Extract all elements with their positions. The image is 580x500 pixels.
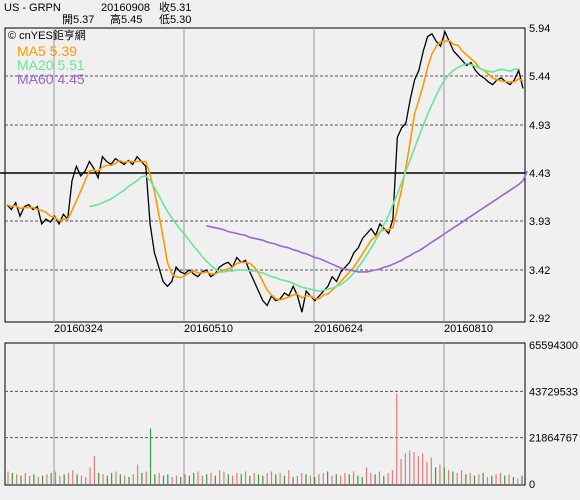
volume-y-tick-label: 21864767 [529, 433, 578, 445]
volume-panel [4, 342, 526, 486]
price-x-tick-label: 20160324 [54, 323, 103, 335]
price-y-tick-label: 4.43 [529, 168, 550, 180]
header-open: 開5.37 [62, 14, 95, 26]
header-close: 收5.31 [159, 2, 192, 14]
volume-y-tick-label: 0 [529, 479, 535, 491]
legend-ma5: MA5 5.39 [17, 43, 77, 59]
brand-label: © cnYES鉅亨網 [8, 28, 86, 42]
price-x-tick-label: 20160624 [314, 323, 363, 335]
series-line-ma20 [89, 62, 519, 292]
volume-y-axis: 65594300 43729533 21864767 0 [529, 340, 578, 491]
price-gridlines [0, 28, 525, 322]
price-x-axis: 20160324 20160510 20160624 20160810 [54, 323, 493, 335]
price-y-tick-label: 3.93 [529, 216, 550, 228]
price-y-tick-label: 4.93 [529, 120, 550, 132]
legend-ma60: MA60 4.45 [17, 71, 85, 87]
series-line-ma60 [206, 170, 529, 273]
price-y-axis: 5.94 5.44 4.93 4.43 3.93 3.42 2.92 [529, 23, 550, 325]
header-high: 高5.45 [110, 14, 143, 26]
price-x-tick-label: 20160510 [184, 323, 233, 335]
volume-y-tick-label: 43729533 [529, 386, 578, 398]
price-y-tick-label: 5.44 [529, 71, 550, 83]
header-low: 低5.30 [159, 14, 192, 26]
price-series-group [6, 29, 529, 313]
price-x-tick-label: 20160810 [444, 323, 493, 335]
volume-gridlines [5, 343, 525, 485]
volume-bars [7, 393, 523, 484]
volume-y-tick-label: 65594300 [529, 340, 578, 352]
legend-ma20: MA20 5.51 [17, 57, 85, 73]
header-date: 20160908 [101, 2, 150, 14]
series-line-price [6, 29, 524, 313]
price-y-tick-label: 3.42 [529, 265, 550, 277]
header-symbol: US - GRPN [4, 2, 61, 14]
price-y-tick-label: 2.92 [529, 313, 550, 325]
price-y-tick-label: 5.94 [529, 23, 550, 35]
series-line-ma5 [6, 39, 524, 301]
